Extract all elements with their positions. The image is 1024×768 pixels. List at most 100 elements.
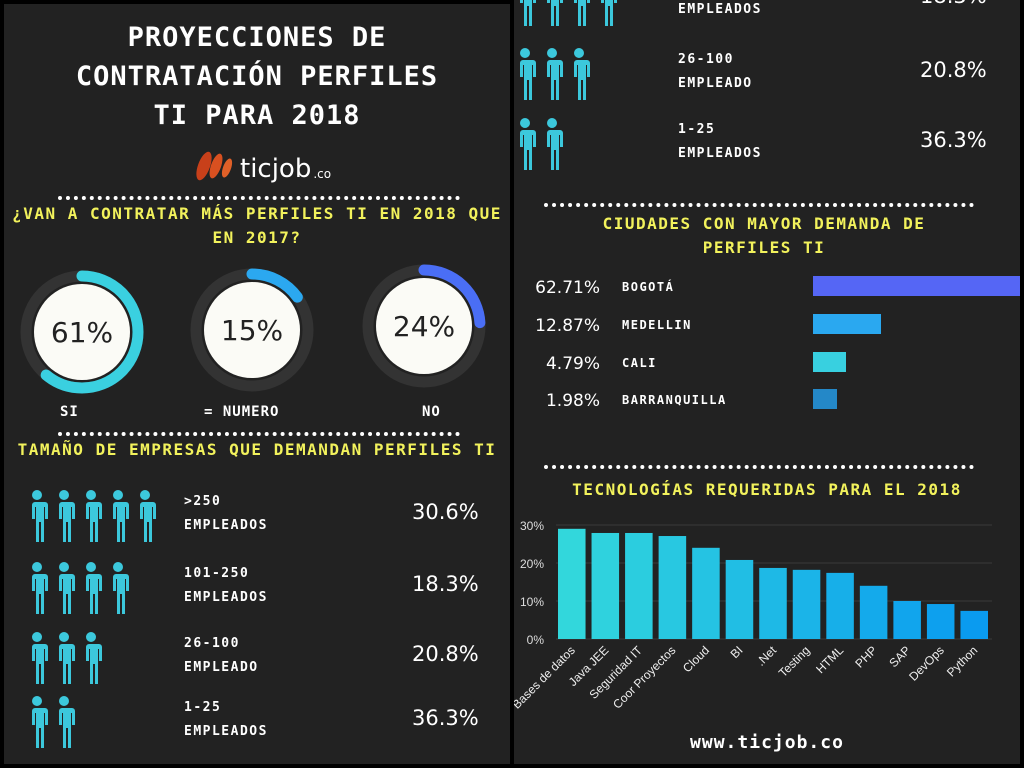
company-size-label: 101-250 EMPLEADOS	[184, 566, 268, 605]
bar-python	[960, 610, 988, 639]
person-icon	[29, 562, 48, 614]
city-bar	[813, 276, 1020, 296]
title-line: TI PARA 2018	[153, 100, 361, 131]
company-size-percent: 36.3%	[412, 706, 479, 730]
company-size-label: 26-100 EMPLEADO	[678, 52, 753, 91]
company-size-row: 26-100 EMPLEADO 20.8%	[514, 48, 1020, 108]
city-percent: 62.71%	[535, 278, 600, 298]
city-bar	[813, 314, 881, 334]
company-size-label: 1-25 EMPLEADOS	[184, 700, 268, 739]
people-icons	[26, 696, 75, 748]
donut-arc	[190, 268, 314, 392]
person-icon	[544, 48, 563, 100]
city-bar	[813, 352, 846, 372]
donut-arc	[362, 264, 486, 388]
logo-mark-icon	[196, 151, 233, 181]
city-percent: 1.98%	[545, 391, 600, 411]
ticjob-logo: ticjob .co	[194, 144, 331, 184]
people-icons	[514, 118, 563, 170]
people-icons	[514, 48, 590, 100]
company-size-row: 26-100 EMPLEADO 20.8%	[4, 632, 510, 692]
question-heading: ¿VAN A CONTRATAR MÁS PERFILES TI EN 2018…	[12, 204, 502, 247]
y-tick-label: 20%	[520, 557, 544, 571]
cities-heading: CIUDADES CON MAYOR DEMANDA DE PERFILES T…	[602, 214, 926, 257]
logo-suffix: .co	[313, 167, 332, 181]
company-size-row: 1-25 EMPLEADOS 36.3%	[514, 118, 1020, 178]
city-row: 4.79% CALI	[514, 352, 1020, 382]
x-tick-label: HTML	[813, 643, 846, 676]
bar-devops	[926, 604, 955, 639]
company-size-percent: 30.6%	[412, 500, 479, 524]
bar-coor-proyectos	[658, 536, 687, 639]
x-tick-label: Testing	[776, 643, 813, 680]
x-tick-label: PHP	[852, 643, 879, 670]
city-percent: 12.87%	[535, 316, 600, 336]
person-icon	[601, 0, 617, 26]
company-size-percent: 20.8%	[920, 58, 987, 82]
donut-value: 15%	[220, 313, 284, 347]
donut-label: = NUMERO	[204, 404, 280, 420]
city-name: MEDELLIN	[622, 318, 692, 332]
person-icon	[110, 490, 129, 542]
company-size-label: >250 EMPLEADOS	[184, 494, 268, 533]
left-panel: PROYECCIONES DE CONTRATACIÓN PERFILES TI…	[4, 4, 510, 764]
donut-value: 61%	[50, 315, 114, 349]
donut-chart: 61%	[20, 270, 144, 394]
city-row: 1.98% BARRANQUILLA	[514, 389, 1020, 419]
person-icon	[544, 118, 563, 170]
bar-bi	[725, 559, 754, 639]
bar--net	[759, 567, 787, 639]
people-icons	[514, 0, 617, 26]
company-size-percent: 18.3%	[920, 0, 987, 8]
divider	[544, 465, 974, 469]
title-line: PROYECCIONES DE	[127, 22, 387, 53]
divider	[544, 203, 974, 207]
company-size-row: 101-250 EMPLEADOS 18.3%	[4, 562, 510, 622]
person-icon	[56, 562, 75, 614]
bar-seguridad-it	[625, 532, 653, 639]
company-size-row: 101-250 EMPLEADOS 18.3%	[514, 0, 1020, 34]
person-icon	[29, 632, 48, 684]
city-row: 12.87% MEDELLIN	[514, 314, 1020, 344]
city-name: CALI	[622, 356, 657, 370]
x-tick-label: SAP	[886, 643, 913, 670]
sizes-heading: TAMAÑO DE EMPRESAS QUE DEMANDAN PERFILES…	[17, 440, 497, 459]
company-size-label: 101-250 EMPLEADOS	[678, 2, 762, 17]
donut-label: SI	[60, 404, 79, 420]
donut-value: 24%	[392, 309, 456, 343]
company-size-row: >250 EMPLEADOS 30.6%	[4, 490, 510, 550]
x-tick-label: DevOps	[906, 643, 947, 684]
person-icon	[83, 632, 102, 684]
city-bar	[813, 389, 837, 409]
city-name: BARRANQUILLA	[622, 393, 727, 407]
right-panel: 101-250 EMPLEADOS 18.3% 26-100 EMPLEADO 20.…	[514, 0, 1020, 764]
person-icon	[83, 490, 102, 542]
company-size-percent: 18.3%	[412, 572, 479, 596]
y-tick-label: 0%	[527, 633, 545, 647]
person-icon	[574, 0, 590, 26]
bar-bases-de-datos	[558, 528, 586, 639]
company-size-label: 26-100 EMPLEADO	[184, 636, 259, 675]
company-size-row: 1-25 EMPLEADOS 36.3%	[4, 696, 510, 756]
people-icons	[26, 562, 129, 614]
person-icon	[520, 0, 536, 26]
person-icon	[56, 696, 75, 748]
person-icon	[547, 0, 563, 26]
footer-url[interactable]: www.ticjob.co	[690, 732, 844, 753]
person-icon	[83, 562, 102, 614]
x-tick-label: .Net	[754, 643, 780, 669]
bar-php	[859, 585, 888, 639]
person-icon	[29, 490, 48, 542]
people-icons	[26, 632, 102, 684]
x-tick-label: BI	[728, 643, 746, 661]
tech-heading: TECNOLOGÍAS REQUERIDAS PARA EL 2018	[572, 480, 962, 499]
donut-chart: 15%	[190, 268, 314, 392]
y-tick-label: 30%	[520, 519, 544, 533]
person-icon	[517, 48, 536, 100]
city-percent: 4.79%	[545, 354, 600, 374]
x-tick-label: Python	[944, 643, 980, 679]
divider	[58, 432, 460, 436]
bar-sap	[893, 601, 921, 639]
bar-cloud	[692, 547, 720, 639]
